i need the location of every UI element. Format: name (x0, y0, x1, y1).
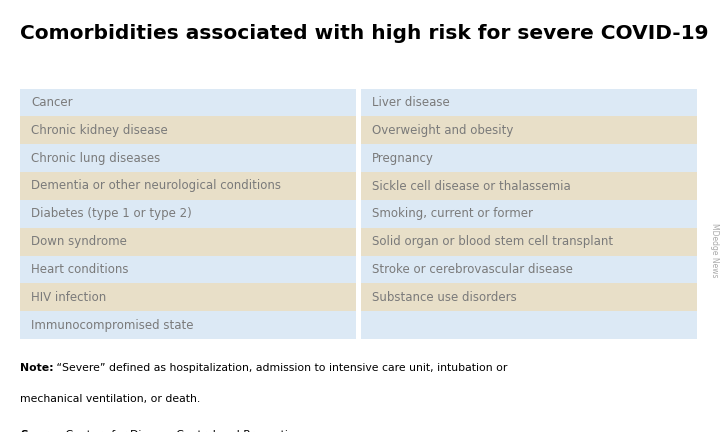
Text: Stroke or cerebrovascular disease: Stroke or cerebrovascular disease (372, 263, 572, 276)
Text: Note:: Note: (20, 363, 54, 373)
Bar (361, 256, 697, 283)
Bar (20, 116, 356, 144)
Bar (361, 311, 697, 339)
Bar (20, 256, 356, 283)
Text: Diabetes (type 1 or type 2): Diabetes (type 1 or type 2) (31, 207, 192, 220)
Text: Dementia or other neurological conditions: Dementia or other neurological condition… (31, 180, 281, 193)
Bar (361, 172, 697, 200)
Bar (361, 283, 697, 311)
Text: Sickle cell disease or thalassemia: Sickle cell disease or thalassemia (372, 180, 570, 193)
Bar (361, 228, 697, 256)
Text: Comorbidities associated with high risk for severe COVID-19: Comorbidities associated with high risk … (20, 24, 708, 43)
Bar (20, 283, 356, 311)
Text: Down syndrome: Down syndrome (31, 235, 127, 248)
Text: Chronic lung diseases: Chronic lung diseases (31, 152, 161, 165)
Bar (361, 200, 697, 228)
Text: “Severe” defined as hospitalization, admission to intensive care unit, intubatio: “Severe” defined as hospitalization, adm… (53, 363, 507, 373)
Text: MDedge News: MDedge News (709, 223, 719, 278)
Text: Pregnancy: Pregnancy (372, 152, 433, 165)
Text: Chronic kidney disease: Chronic kidney disease (31, 124, 168, 137)
Text: Substance use disorders: Substance use disorders (372, 291, 516, 304)
Text: Smoking, current or former: Smoking, current or former (372, 207, 533, 220)
Text: HIV infection: HIV infection (31, 291, 107, 304)
Text: Immunocompromised state: Immunocompromised state (31, 319, 194, 332)
Bar (361, 144, 697, 172)
Bar (361, 116, 697, 144)
Text: Liver disease: Liver disease (372, 96, 449, 109)
Bar (20, 89, 356, 116)
Text: Solid organ or blood stem cell transplant: Solid organ or blood stem cell transplan… (372, 235, 613, 248)
Bar (20, 200, 356, 228)
Text: Cancer: Cancer (31, 96, 73, 109)
Text: Centers for Disease Control and Prevention: Centers for Disease Control and Preventi… (62, 430, 302, 432)
Text: Heart conditions: Heart conditions (31, 263, 128, 276)
Text: mechanical ventilation, or death.: mechanical ventilation, or death. (20, 394, 200, 404)
Text: Source:: Source: (20, 430, 67, 432)
Bar (361, 89, 697, 116)
Text: Overweight and obesity: Overweight and obesity (372, 124, 513, 137)
Bar (20, 311, 356, 339)
Bar (20, 228, 356, 256)
Bar (20, 144, 356, 172)
Bar (20, 172, 356, 200)
